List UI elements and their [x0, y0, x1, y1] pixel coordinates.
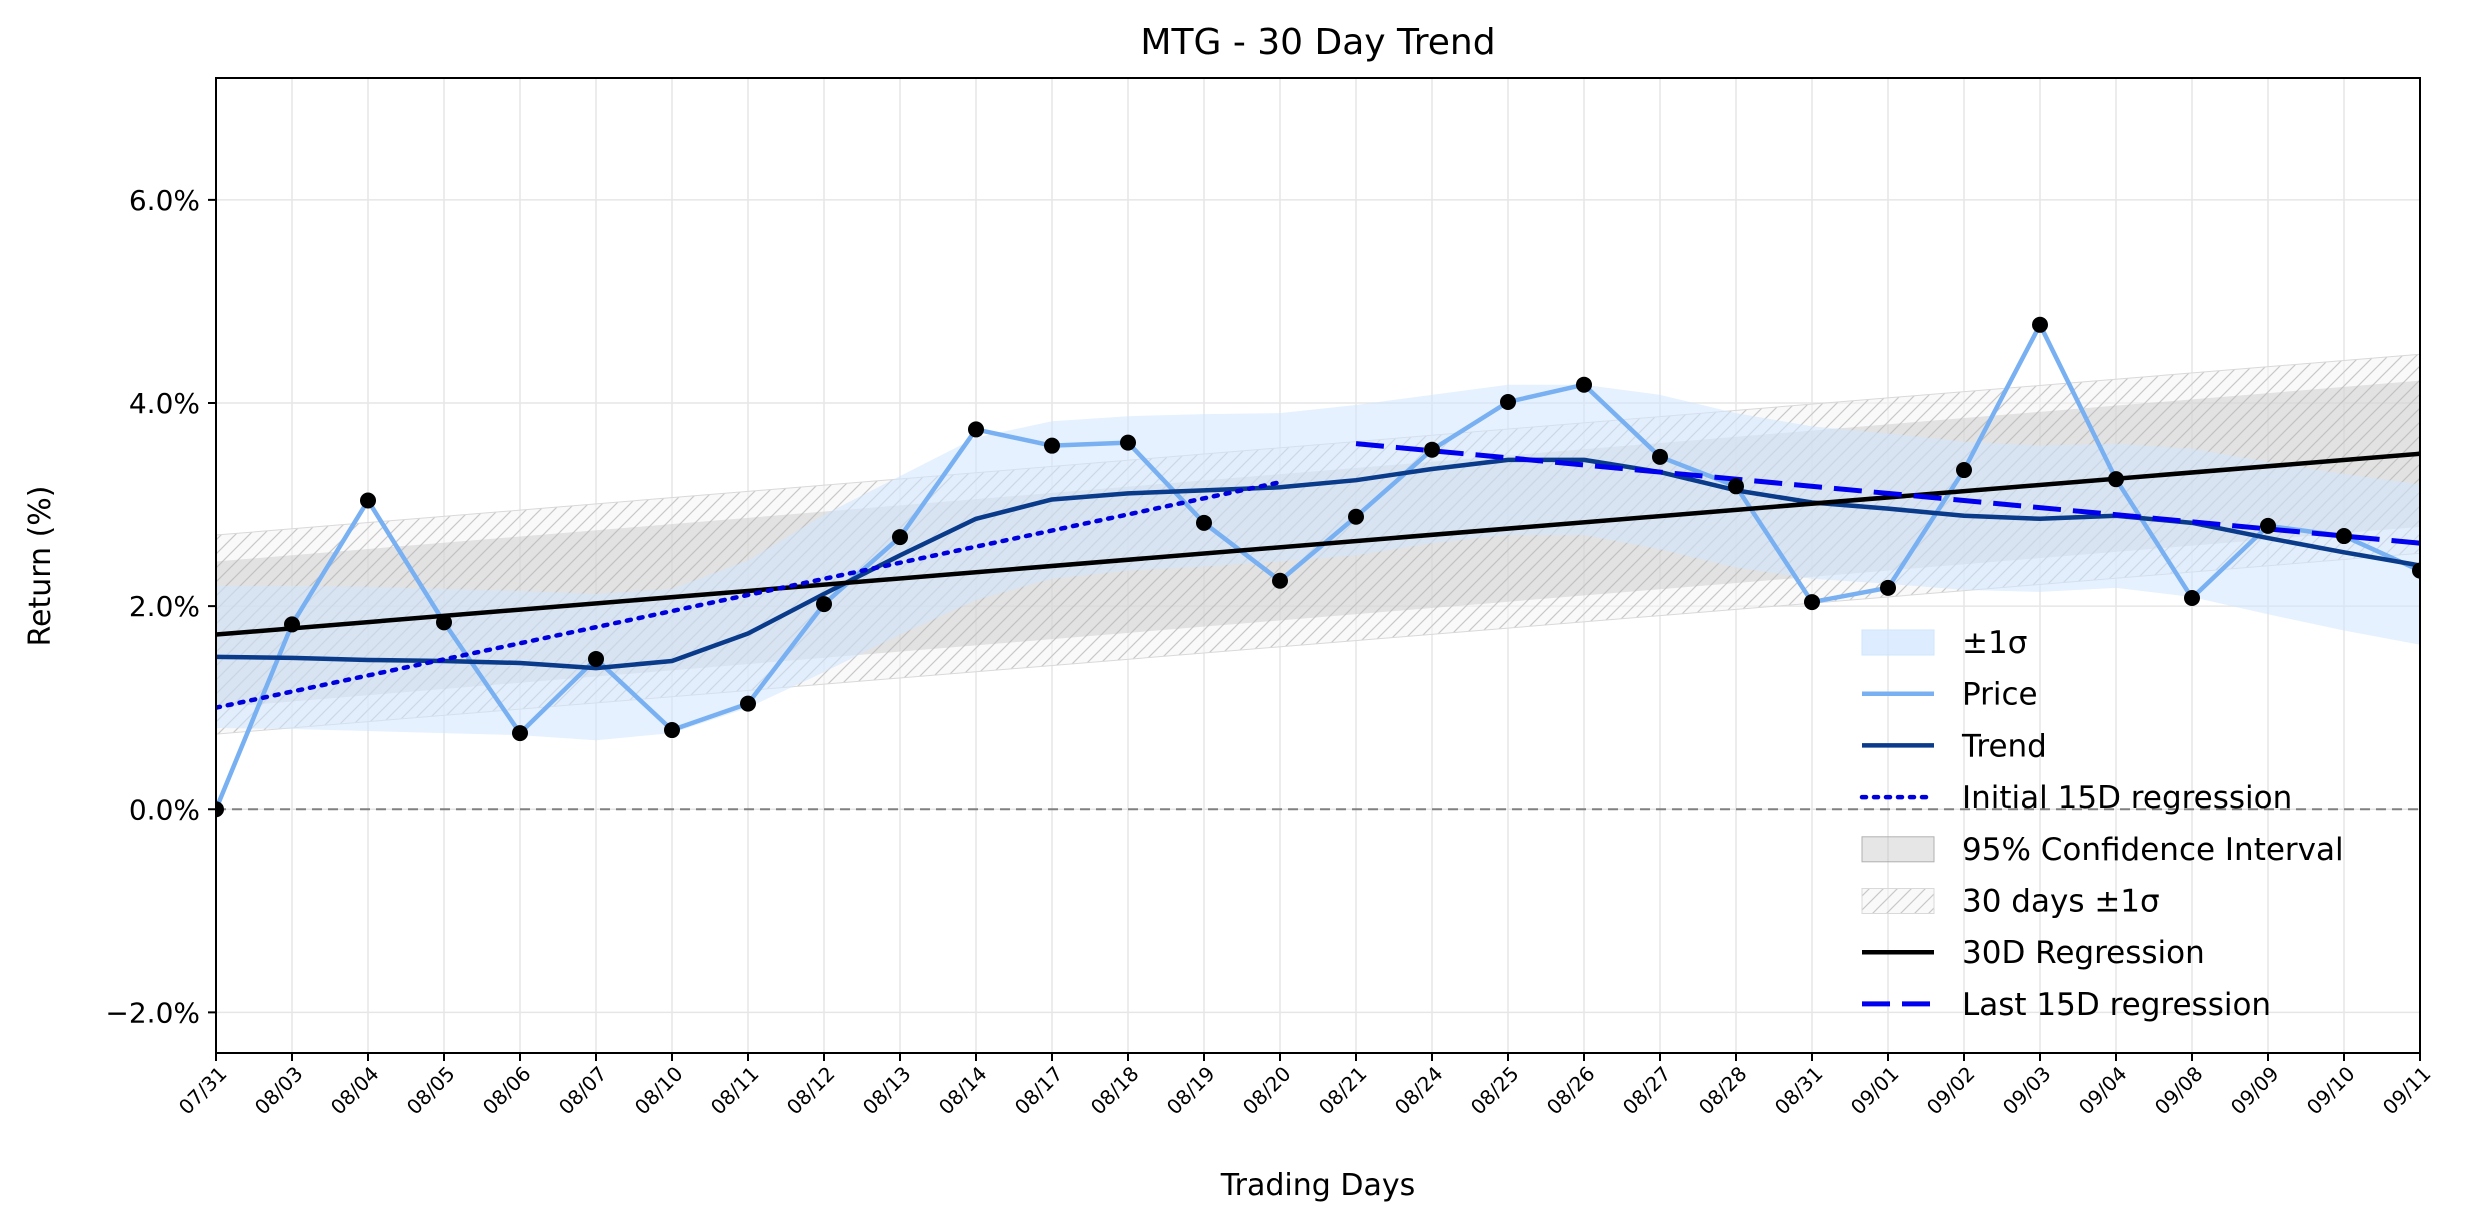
price-point — [892, 529, 908, 546]
y-tick-label: −2.0% — [105, 996, 200, 1029]
price-point — [2336, 528, 2352, 545]
legend-swatch — [1861, 836, 1935, 863]
series-30d-regression — [216, 451, 2420, 637]
y-tick-label: 0.0% — [129, 793, 200, 826]
x-axis-label: Trading Days — [1220, 1168, 1415, 1203]
y-tick-label: 4.0% — [129, 387, 200, 420]
chart-title: MTG - 30 Day Trend — [1140, 22, 1495, 63]
series-initial-15d-regression — [216, 479, 1283, 710]
price-point — [512, 725, 528, 742]
price-point — [216, 801, 224, 818]
price-point — [1804, 594, 1820, 611]
price-point — [2032, 316, 2048, 333]
legend-label: 30 days ±1σ — [1962, 884, 2160, 920]
price-point — [436, 614, 452, 631]
legend-label: Price — [1962, 677, 2038, 713]
price-point — [1348, 508, 1364, 525]
y-axis-label: Return (%) — [23, 485, 58, 646]
legend-label: 30D Regression — [1962, 935, 2205, 971]
price-point — [1196, 514, 1212, 531]
series-last-15d-regression — [1355, 441, 2420, 546]
price-point — [284, 616, 300, 633]
points — [216, 316, 2420, 818]
price-point — [588, 650, 604, 667]
y-tick-label: 2.0% — [129, 590, 200, 623]
legend-label: Last 15D regression — [1962, 987, 2271, 1023]
price-point — [664, 722, 680, 739]
price-point — [1044, 437, 1060, 454]
price-point — [968, 421, 984, 438]
series-price — [216, 322, 2420, 811]
price-point — [1272, 572, 1288, 589]
legend: ±1σ Price Trend Initial 15D regression 95% C… — [1859, 625, 2344, 1023]
price-point — [1576, 376, 1592, 393]
price-point — [740, 695, 756, 712]
price-point — [1956, 462, 1972, 479]
price-point — [2108, 471, 2124, 488]
price-point — [1500, 393, 1516, 410]
legend-label: ±1σ — [1962, 625, 2027, 661]
legend-swatch — [1861, 888, 1935, 914]
plot-frame — [215, 77, 2421, 1054]
price-point — [1652, 448, 1668, 465]
price-point — [360, 492, 376, 509]
price-point — [2260, 517, 2276, 534]
lines — [216, 322, 2420, 811]
band-sigma — [216, 384, 2420, 741]
price-point — [1728, 478, 1744, 495]
price-point — [2184, 590, 2200, 606]
y-axis: −2.0% 0.0% 2.0% 4.0% 6.0% — [105, 184, 216, 1029]
price-point — [816, 596, 832, 613]
legend-label: Trend — [1961, 728, 2047, 764]
price-point — [2412, 562, 2420, 579]
legend-label: 95% Confidence Interval — [1962, 832, 2344, 868]
y-tick-label: 6.0% — [129, 184, 200, 217]
price-point — [1120, 434, 1136, 451]
price-point — [1880, 579, 1896, 596]
legend-label: Initial 15D regression — [1962, 780, 2292, 816]
series-trend — [216, 457, 2420, 671]
price-point — [1424, 441, 1440, 458]
legend-swatch — [1861, 629, 1935, 656]
